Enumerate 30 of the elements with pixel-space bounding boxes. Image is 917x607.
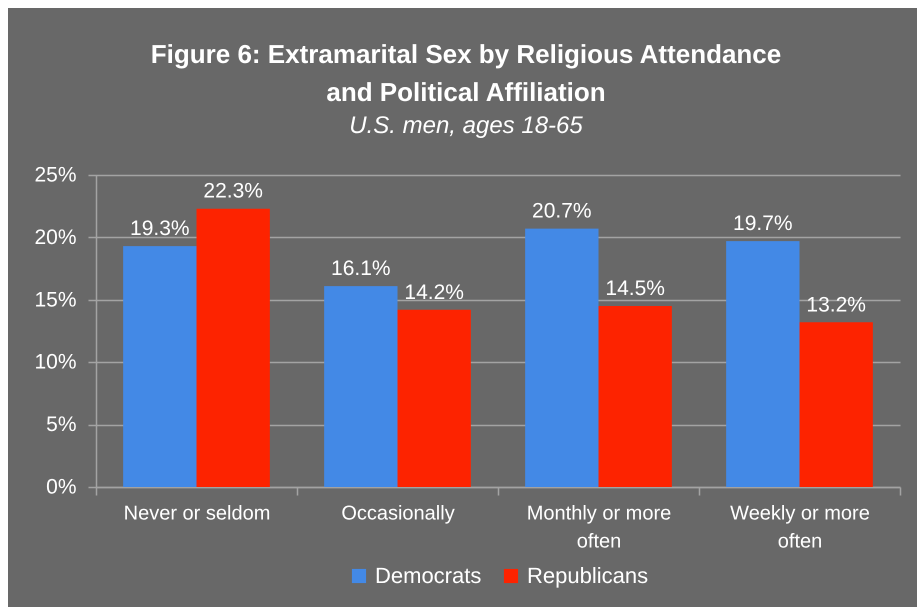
bar [196,208,270,487]
data-label: 16.1% [331,257,391,280]
data-label: 20.7% [532,200,592,223]
chart-subtitle: U.S. men, ages 18-65 [349,112,584,139]
data-label: 22.3% [203,180,263,203]
bar [398,310,471,487]
x-tick-label: Occasionally [341,502,455,524]
data-label: 14.2% [404,280,464,304]
data-label: 19.7% [733,212,793,236]
data-label: 13.2% [806,293,866,316]
data-label: 19.3% [130,217,190,240]
y-tick-label: 0% [46,476,76,498]
y-tick-label: 20% [34,226,76,249]
bar [726,241,800,487]
data-label: 14.5% [605,277,665,300]
y-tick-label: 25% [34,164,76,186]
y-tick-label: 5% [46,413,76,436]
chart-title: Figure 6: Extramarital Sex by Religious Attendance and Political Affiliation [150,39,782,107]
bar [123,246,196,487]
y-tick-label: 15% [34,288,76,312]
x-tick-label: Weekly or more often [730,502,870,552]
legend-label: Republicans [527,563,648,588]
bar [598,306,672,487]
y-tick-label: 10% [34,350,76,374]
x-tick-label: Monthly or more often [526,502,672,552]
bar [525,228,598,487]
legend-label: Democrats [375,563,482,588]
bar [800,322,873,487]
bar [324,286,398,487]
x-tick-label: Never or seldom [124,502,270,524]
